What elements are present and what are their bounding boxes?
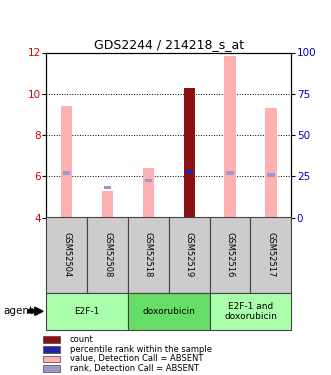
Bar [128,217,169,292]
Text: count: count [70,335,93,344]
Text: E2F-1 and
doxorubicin: E2F-1 and doxorubicin [224,302,277,321]
Bar [63,171,71,175]
Bar [102,190,113,217]
Bar [224,56,236,217]
Bar [267,173,274,177]
Text: GSM52504: GSM52504 [62,232,71,278]
Bar [169,217,210,292]
Bar [143,168,154,217]
Bar [46,217,87,292]
Title: GDS2244 / 214218_s_at: GDS2244 / 214218_s_at [94,38,244,51]
Text: GSM52508: GSM52508 [103,232,112,278]
Text: E2F-1: E2F-1 [74,307,100,316]
Bar [210,292,291,330]
Bar [265,108,277,218]
Bar [251,217,291,292]
Text: rank, Detection Call = ABSENT: rank, Detection Call = ABSENT [70,364,199,373]
Text: agent: agent [3,306,33,316]
Text: GSM52517: GSM52517 [266,232,275,278]
Text: percentile rank within the sample: percentile rank within the sample [70,345,212,354]
Bar [183,88,195,218]
Bar [104,186,111,189]
Bar [87,217,128,292]
Bar [210,217,251,292]
Bar [61,106,72,218]
Text: GSM52518: GSM52518 [144,232,153,278]
Text: GSM52516: GSM52516 [225,232,235,278]
Bar [46,292,128,330]
Text: value, Detection Call = ABSENT: value, Detection Call = ABSENT [70,354,203,363]
Text: GSM52519: GSM52519 [185,232,194,278]
Bar [145,178,152,182]
Bar [128,292,210,330]
Bar [186,170,193,174]
Text: doxorubicin: doxorubicin [142,307,195,316]
Bar [226,171,234,175]
